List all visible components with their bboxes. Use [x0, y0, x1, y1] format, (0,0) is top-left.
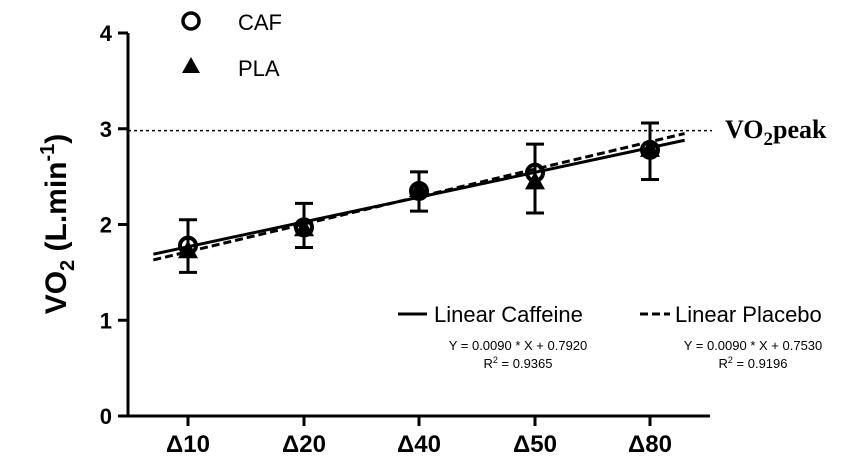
- x-tick-label: Δ40: [397, 431, 441, 458]
- legend-caf-marker: [181, 11, 201, 31]
- legend-caf-label: CAF: [238, 10, 282, 35]
- fit-placebo-equation: Y = 0.0090 * X + 0.7530: [684, 338, 823, 353]
- fit-legend: Linear Caffeine Linear Placebo Y = 0.009…: [398, 302, 822, 371]
- vo2peak-label: VO2peak: [725, 115, 827, 150]
- caf-point: [409, 180, 429, 201]
- y-axis-label-sup: -1: [37, 144, 59, 162]
- fit-line-placebo: [153, 132, 685, 262]
- caf-point: [525, 162, 545, 183]
- legend-pla-label: PLA: [238, 56, 280, 81]
- legend: CAF PLA: [181, 10, 282, 81]
- y-tick-label: 4: [100, 21, 113, 46]
- pla-point: [640, 138, 660, 157]
- y-tick-label: 0: [100, 404, 112, 429]
- y-ticks: 0 1 2 3 4: [100, 21, 128, 429]
- x-tick-label: Δ20: [282, 431, 326, 458]
- fit-caffeine-r2: R2 = 0.9365: [484, 355, 553, 371]
- x-tick-label: Δ50: [513, 431, 557, 458]
- fit-legend-caffeine-label: Linear Caffeine: [434, 302, 583, 327]
- y-axis-label: VO2 (L.min-1): [37, 134, 79, 315]
- fit-legend-placebo-label: Linear Placebo: [675, 302, 822, 327]
- caf-point: [640, 139, 660, 160]
- y-axis-label-sub: 2: [57, 260, 79, 271]
- x-ticks: Δ10 Δ20 Δ40 Δ50 Δ80: [166, 416, 672, 458]
- fit-placebo-r2: R2 = 0.9196: [719, 355, 788, 371]
- caf-point: [178, 235, 198, 256]
- x-tick-label: Δ10: [166, 431, 210, 458]
- markers-caf: [178, 139, 660, 256]
- fit-caffeine-equation: Y = 0.0090 * X + 0.7920: [449, 338, 588, 353]
- pla-point: [409, 179, 429, 198]
- y-tick-label: 3: [100, 117, 112, 142]
- y-tick-label: 1: [100, 308, 112, 333]
- legend-pla-marker: [182, 57, 200, 73]
- vo2peak-label-sub: 2: [763, 129, 773, 150]
- y-tick-label: 2: [100, 213, 112, 238]
- caf-point: [294, 217, 314, 238]
- x-tick-label: Δ80: [628, 431, 672, 458]
